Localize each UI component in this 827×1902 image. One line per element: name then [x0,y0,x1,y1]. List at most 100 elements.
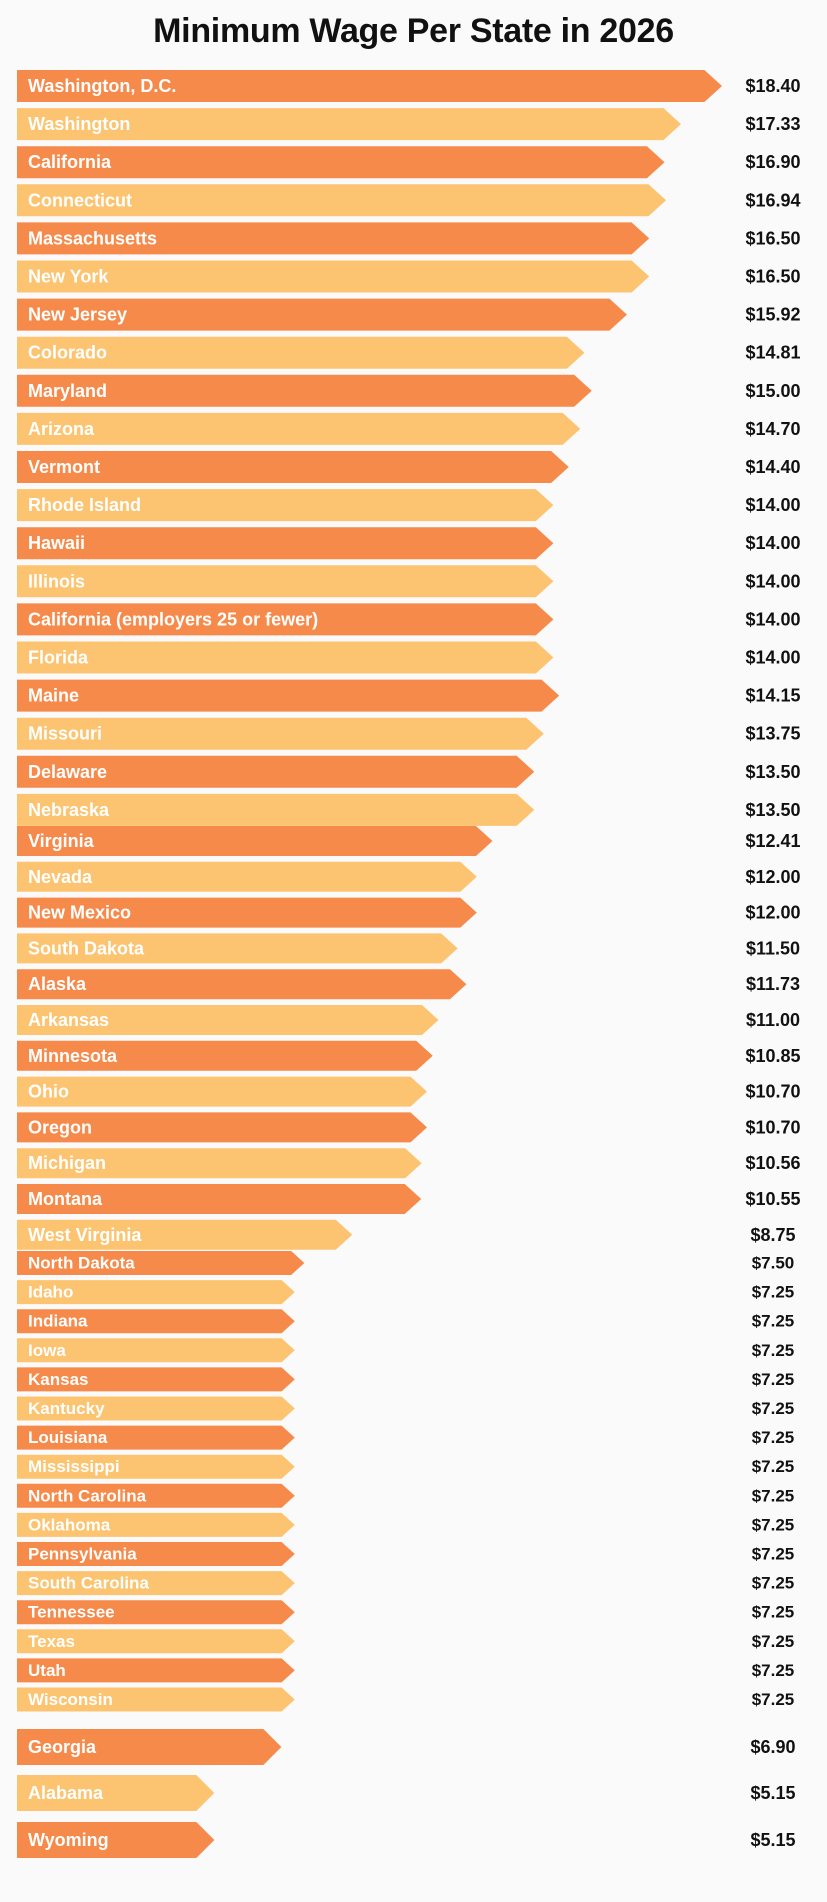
bar [17,1367,295,1392]
bar-category-label: Utah [28,1661,66,1680]
bar-category-label: Mississippi [28,1457,120,1476]
bar-category-label: North Carolina [28,1486,147,1505]
bar [17,1687,295,1712]
bar [17,717,544,750]
bar-value-label: $16.50 [745,228,800,248]
bar-value-label: $10.55 [745,1189,800,1209]
bar-value-label: $13.50 [745,762,800,782]
bar [17,755,535,788]
chart-title: Minimum Wage Per State in 2026 [153,12,674,50]
bar [17,1309,295,1334]
bar-value-label: $16.94 [745,190,800,210]
bar [17,969,467,1000]
bar [17,1219,353,1250]
bar-row: Arkansas $11.00 [17,1005,800,1035]
bar-row: Washington, D.C. $18.40 [17,70,801,102]
bar-row: New York $16.50 [17,260,801,293]
bar-value-label: $7.25 [752,1428,795,1447]
bar [17,1483,295,1508]
bar-category-label: Connecticut [28,190,132,210]
bar-category-label: Virginia [28,831,95,851]
bar-value-label: $15.92 [745,305,800,325]
bar-row: Utah $7.25 [17,1658,794,1683]
bar-value-label: $11.00 [746,1010,800,1030]
bar [17,1148,422,1179]
bar-value-label: $7.50 [752,1254,795,1273]
bar-row: West Virginia $8.75 [17,1219,796,1250]
bar-category-label: Oregon [28,1117,92,1137]
bar [17,374,592,407]
bar-value-label: $10.70 [745,1082,800,1102]
bar-value-label: $7.25 [752,1486,795,1505]
bar-row: Mississippi $7.25 [17,1454,795,1479]
bar-row: Indiana $7.25 [17,1309,794,1334]
bar [17,679,560,712]
bar-value-label: $7.25 [752,1574,795,1593]
bar-row: Wisconsin $7.25 [17,1687,795,1712]
bar-row: Louisiana $7.25 [17,1425,795,1450]
bar [17,1454,295,1479]
bar [17,1005,439,1035]
bar [17,1658,295,1683]
bar-category-label: Indiana [28,1312,88,1331]
bar-category-label: South Carolina [28,1574,149,1593]
bar-value-label: $14.00 [745,648,800,668]
bar-value-label: $14.70 [745,419,800,439]
bar-value-label: $7.25 [752,1283,795,1302]
bar-category-label: Nebraska [28,800,110,820]
bar-category-label: Illinois [28,571,85,591]
bar [17,793,535,826]
bar [17,1425,295,1450]
bar-category-label: Hawaii [28,533,85,553]
bar-row: Florida $14.00 [17,641,801,674]
bar [17,1512,295,1537]
bar-category-label: Colorado [28,343,107,363]
bar-value-label: $17.33 [745,114,800,134]
bar [17,70,722,102]
bar-row: Maryland $15.00 [17,374,801,407]
bar-row: Minnesota $10.85 [17,1040,801,1071]
bar-category-label: Oklahoma [28,1515,111,1534]
bar-value-label: $14.81 [745,343,800,363]
bar-category-label: Massachusetts [28,228,157,248]
bar-value-label: $11.50 [746,938,800,958]
bar-row: Oregon $10.70 [17,1112,801,1143]
bar-value-label: $7.25 [752,1690,795,1709]
bar-category-label: Rhode Island [28,495,141,515]
bar [17,222,650,255]
bar-value-label: $14.00 [745,571,800,591]
bar-category-label: New York [28,267,109,287]
bar-row: Texas $7.25 [17,1629,794,1654]
bar-value-label: $12.00 [745,867,800,887]
bar-row: Iowa $7.25 [17,1338,794,1363]
bar-value-label: $15.00 [745,381,800,401]
bar-category-label: Vermont [28,457,100,477]
bar [17,933,458,964]
bar [17,897,477,928]
bar-category-label: Pennsylvania [28,1545,137,1564]
bar-row: Colorado $14.81 [17,336,801,369]
bar-category-label: Louisiana [28,1428,108,1447]
bar [17,1396,295,1421]
bar-category-label: Arizona [28,419,95,439]
bar-value-label: $10.70 [745,1117,800,1137]
bar-value-label: $7.25 [752,1457,795,1476]
bar-category-label: Ohio [28,1082,69,1102]
bar-value-label: $5.15 [750,1830,795,1850]
bar-row: Maine $14.15 [17,679,801,712]
bar-category-label: Maine [28,686,79,706]
bar [17,1184,422,1214]
bar [17,1040,433,1071]
bar [17,336,585,369]
bar-row: South Dakota $11.50 [17,933,800,964]
bar [17,298,627,331]
bar [17,489,554,522]
bar [17,260,650,293]
bar [17,1280,295,1305]
bar-category-label: California (employers 25 or fewer) [28,609,318,629]
bar-row: Arizona $14.70 [17,412,801,445]
bar-value-label: $8.75 [750,1225,795,1245]
bar [17,1076,427,1107]
bar-value-label: $7.25 [752,1545,795,1564]
bar [17,1542,295,1566]
